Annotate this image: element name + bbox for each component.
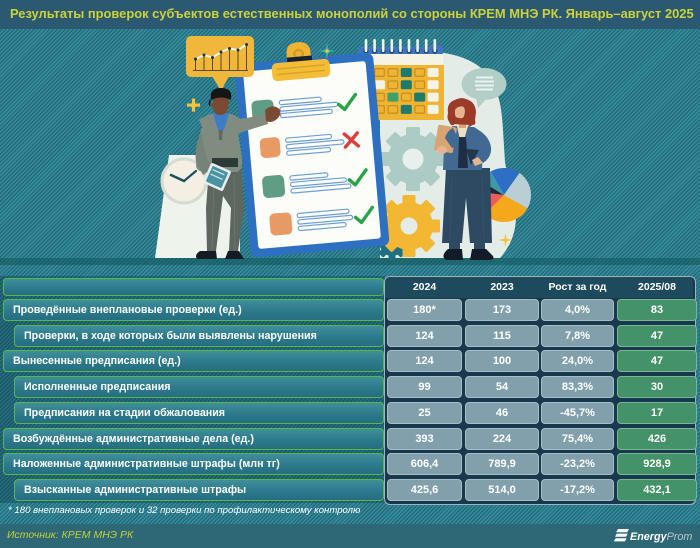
svg-text:EnergyProm: EnergyProm (630, 531, 692, 543)
